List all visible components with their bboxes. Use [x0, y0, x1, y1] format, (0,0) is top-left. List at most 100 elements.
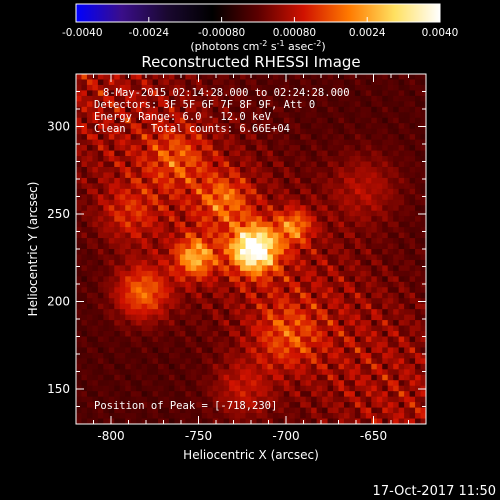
heatmap-cell: [382, 243, 389, 250]
heatmap-cell: [152, 336, 159, 343]
heatmap-cell: [283, 128, 290, 135]
heatmap-cell: [185, 139, 192, 146]
heatmap-cell: [212, 374, 219, 381]
heatmap-cell: [174, 418, 181, 424]
heatmap-cell: [229, 347, 236, 354]
heatmap-cell: [136, 210, 143, 217]
heatmap-cell: [333, 276, 340, 283]
heatmap-cell: [300, 347, 307, 354]
heatmap-cell: [185, 134, 192, 141]
heatmap-cell: [234, 259, 241, 267]
heatmap-cell: [92, 172, 99, 179]
heatmap-cell: [278, 210, 285, 217]
heatmap-cell: [163, 281, 170, 288]
heatmap-cell: [207, 227, 214, 234]
heatmap-cell: [108, 156, 115, 163]
heatmap-cell: [152, 287, 159, 294]
heatmap-cell: [218, 259, 225, 267]
heatmap-cell: [174, 183, 181, 190]
heatmap-cell: [349, 74, 356, 81]
heatmap-cell: [179, 106, 186, 113]
heatmap-cell: [272, 95, 279, 102]
heatmap-cell: [360, 336, 367, 343]
heatmap-cell: [393, 117, 400, 124]
heatmap-cell: [311, 325, 318, 332]
heatmap-cell: [404, 243, 411, 250]
heatmap-cell: [97, 221, 104, 228]
heatmap-cell: [420, 347, 426, 354]
heatmap-cell: [316, 194, 323, 201]
heatmap-cell: [201, 259, 208, 267]
heatmap-cell: [212, 221, 219, 228]
heatmap-cell: [240, 117, 247, 124]
heatmap-cell: [371, 112, 378, 119]
heatmap-cell: [158, 254, 165, 261]
heatmap-cell: [223, 90, 230, 97]
heatmap-cell: [360, 265, 367, 272]
heatmap-cell: [289, 413, 296, 420]
heatmap-cell: [294, 270, 301, 277]
heatmap-cell: [152, 106, 159, 113]
heatmap-cell: [196, 101, 203, 108]
heatmap-cell: [141, 385, 148, 392]
heatmap-cell: [201, 292, 208, 299]
heatmap-cell: [398, 216, 405, 223]
heatmap-cell: [256, 363, 263, 370]
heatmap-cell: [300, 216, 307, 223]
heatmap-cell: [86, 341, 94, 349]
heatmap-cell: [163, 172, 170, 179]
heatmap-cell: [398, 331, 405, 338]
heatmap-cell: [338, 95, 345, 102]
heatmap-cell: [114, 341, 121, 349]
heatmap-cell: [245, 150, 252, 157]
heatmap-cell: [130, 259, 137, 267]
heatmap-cell: [158, 325, 165, 332]
heatmap-cell: [185, 123, 192, 130]
heatmap-cell: [360, 177, 367, 184]
heatmap-cell: [114, 265, 121, 272]
heatmap-cell: [261, 177, 269, 184]
heatmap-cell: [201, 161, 208, 168]
heatmap-cell: [114, 161, 121, 168]
heatmap-cell: [218, 314, 225, 321]
heatmap-cell: [125, 106, 132, 113]
heatmap-cell: [267, 298, 274, 305]
heatmap-cell: [141, 325, 148, 332]
heatmap-cell: [185, 117, 192, 124]
heatmap-cell: [97, 161, 104, 168]
heatmap-cell: [398, 243, 405, 250]
heatmap-cell: [343, 161, 351, 168]
heatmap-cell: [300, 177, 307, 184]
heatmap-cell: [305, 287, 312, 294]
heatmap-cell: [229, 112, 236, 119]
heatmap-cell: [316, 369, 323, 376]
heatmap-cell: [349, 205, 356, 212]
heatmap-cell: [267, 380, 274, 387]
heatmap-cell: [218, 161, 225, 168]
heatmap-cell: [387, 249, 394, 256]
heatmap-cell: [168, 101, 176, 108]
heatmap-cell: [283, 90, 290, 97]
heatmap-cell: [305, 74, 312, 81]
heatmap-cell: [305, 166, 312, 174]
heatmap-cell: [147, 106, 154, 113]
x-tick-label: -800: [97, 429, 124, 443]
heatmap-cell: [349, 134, 356, 141]
heatmap-cell: [158, 407, 165, 414]
heatmap-cell: [398, 238, 405, 245]
heatmap-cell: [327, 106, 334, 113]
heatmap-cell: [387, 90, 394, 97]
heatmap-cell: [333, 391, 340, 398]
heatmap-cell: [338, 298, 345, 305]
heatmap-cell: [190, 270, 197, 277]
heatmap-cell: [354, 320, 361, 327]
heatmap-cell: [130, 270, 137, 277]
heatmap-cell: [212, 391, 219, 398]
heatmap-cell: [119, 221, 126, 228]
heatmap-cell: [223, 363, 230, 370]
heatmap-cell: [81, 341, 88, 349]
heatmap-cell: [97, 145, 104, 152]
heatmap-cell: [234, 347, 241, 354]
heatmap-cell: [119, 287, 126, 294]
heatmap-cell: [136, 380, 143, 387]
